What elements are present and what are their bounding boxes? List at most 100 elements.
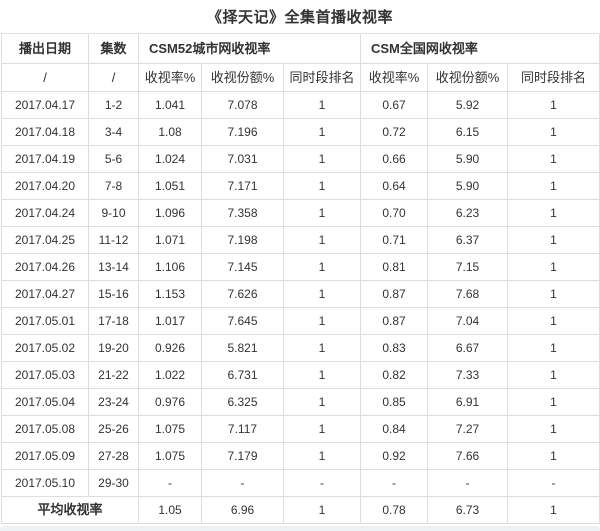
subheader-national-rank: 同时段排名 (506, 63, 600, 92)
cell-cn-share: 6.91 (427, 388, 508, 416)
cell-episodes: 21-22 (88, 361, 139, 389)
cell-csm52-rank: 1 (283, 280, 361, 308)
average-row: 平均收视率 1.05 6.96 1 0.78 6.73 1 (1, 496, 600, 524)
cell-episodes: 27-28 (88, 442, 139, 470)
cell-csm52-rank: 1 (283, 172, 361, 200)
cell-cn-rating: 0.70 (360, 199, 428, 227)
cell-cn-rank: 1 (506, 280, 600, 308)
cell-cn-rank: 1 (506, 334, 600, 362)
cell-csm52-share: 7.171 (201, 172, 284, 200)
table-row: 2017.05.01 17-18 1.017 7.645 1 0.87 7.04 1 (1, 307, 600, 335)
subheader-national-rating: 收视率% (360, 63, 428, 92)
cell-cn-share: 6.37 (427, 226, 508, 254)
cell-csm52-rank: 1 (283, 442, 361, 470)
cell-cn-share: 7.66 (427, 442, 508, 470)
cell-cn-share: 5.90 (427, 145, 508, 173)
table-body: 2017.04.17 1-2 1.041 7.078 1 0.67 5.92 1 2017.04… (1, 91, 600, 497)
cell-csm52-rank: 1 (283, 253, 361, 281)
cell-cn-rank: 1 (506, 361, 600, 389)
cell-episodes: 25-26 (88, 415, 139, 443)
cell-date: 2017.05.08 (1, 415, 89, 443)
cell-cn-rank: 1 (506, 415, 600, 443)
cell-episodes: 13-14 (88, 253, 139, 281)
subheader-csm52-share: 收视份额% (201, 63, 284, 92)
table-row: 2017.05.09 27-28 1.075 7.179 1 0.92 7.66 1 (1, 442, 600, 470)
cell-cn-rating: 0.66 (360, 145, 428, 173)
bottom-shadow (0, 526, 600, 531)
cell-cn-rating: 0.81 (360, 253, 428, 281)
cell-csm52-share: 7.626 (201, 280, 284, 308)
cell-csm52-rating: 1.08 (138, 118, 202, 146)
cell-csm52-rank: 1 (283, 199, 361, 227)
cell-cn-rating: 0.85 (360, 388, 428, 416)
cell-cn-share: 6.15 (427, 118, 508, 146)
page-title: 《择天记》全集首播收视率 (206, 9, 393, 26)
cell-csm52-rank: 1 (283, 415, 361, 443)
col-header-csm52-group: CSM52城市网收视率 (138, 33, 361, 64)
cell-cn-rank: 1 (506, 118, 600, 146)
cell-cn-rating: 0.67 (360, 91, 428, 119)
cell-cn-rank: 1 (506, 226, 600, 254)
cell-csm52-share: 7.117 (201, 415, 284, 443)
cell-cn-rank: 1 (506, 199, 600, 227)
cell-cn-rank: 1 (506, 442, 600, 470)
cell-cn-share: 7.68 (427, 280, 508, 308)
cell-csm52-share: 6.731 (201, 361, 284, 389)
cell-date: 2017.05.01 (1, 307, 89, 335)
cell-csm52-rating: 1.071 (138, 226, 202, 254)
average-csm52-share: 6.96 (201, 496, 284, 524)
cell-csm52-rating: 1.096 (138, 199, 202, 227)
average-national-rank: 1 (506, 496, 600, 524)
cell-csm52-share: 7.198 (201, 226, 284, 254)
cell-csm52-rank: 1 (283, 361, 361, 389)
cell-csm52-rating: 1.075 (138, 442, 202, 470)
cell-cn-rank: 1 (506, 172, 600, 200)
average-national-rating: 0.78 (360, 496, 428, 524)
subheader-episodes-placeholder: / (88, 63, 139, 92)
cell-date: 2017.04.17 (1, 91, 89, 119)
cell-csm52-share: 7.179 (201, 442, 284, 470)
cell-cn-rating: 0.87 (360, 307, 428, 335)
cell-cn-rank: 1 (506, 145, 600, 173)
header-group-row: 播出日期 集数 CSM52城市网收视率 CSM全国网收视率 (1, 33, 600, 64)
cell-date: 2017.04.27 (1, 280, 89, 308)
table-row: 2017.04.27 15-16 1.153 7.626 1 0.87 7.68 1 (1, 280, 600, 308)
cell-episodes: 15-16 (88, 280, 139, 308)
cell-csm52-rating: 1.051 (138, 172, 202, 200)
cell-cn-share: 5.90 (427, 172, 508, 200)
cell-csm52-share: 7.145 (201, 253, 284, 281)
cell-episodes: 3-4 (88, 118, 139, 146)
cell-csm52-rating: 1.153 (138, 280, 202, 308)
cell-csm52-rank: 1 (283, 307, 361, 335)
cell-episodes: 7-8 (88, 172, 139, 200)
cell-csm52-rating: 1.017 (138, 307, 202, 335)
cell-cn-share: 7.27 (427, 415, 508, 443)
cell-cn-rank: 1 (506, 307, 600, 335)
subheader-date-placeholder: / (1, 63, 89, 92)
cell-cn-rank: 1 (506, 253, 600, 281)
cell-csm52-rating: 1.075 (138, 415, 202, 443)
cell-date: 2017.04.26 (1, 253, 89, 281)
cell-csm52-rank: 1 (283, 388, 361, 416)
cell-csm52-rank: 1 (283, 91, 361, 119)
table-row: 2017.05.03 21-22 1.022 6.731 1 0.82 7.33 1 (1, 361, 600, 389)
cell-csm52-rank: 1 (283, 334, 361, 362)
cell-date: 2017.05.09 (1, 442, 89, 470)
subheader-csm52-rating: 收视率% (138, 63, 202, 92)
cell-cn-share: 7.33 (427, 361, 508, 389)
cell-cn-share: 7.15 (427, 253, 508, 281)
ratings-table: 播出日期 集数 CSM52城市网收视率 CSM全国网收视率 / / 收视率% 收… (1, 33, 600, 524)
cell-csm52-rating: - (138, 469, 202, 497)
cell-csm52-rating: 0.976 (138, 388, 202, 416)
cell-cn-share: 5.92 (427, 91, 508, 119)
cell-cn-rank: 1 (506, 388, 600, 416)
cell-csm52-rank: - (283, 469, 361, 497)
cell-cn-rating: 0.71 (360, 226, 428, 254)
cell-csm52-share: 5.821 (201, 334, 284, 362)
subheader-national-share: 收视份额% (427, 63, 508, 92)
table-row: 2017.04.20 7-8 1.051 7.171 1 0.64 5.90 1 (1, 172, 600, 200)
cell-date: 2017.04.19 (1, 145, 89, 173)
table-row: 2017.04.17 1-2 1.041 7.078 1 0.67 5.92 1 (1, 91, 600, 119)
cell-csm52-rank: 1 (283, 145, 361, 173)
col-header-episodes: 集数 (88, 33, 139, 64)
